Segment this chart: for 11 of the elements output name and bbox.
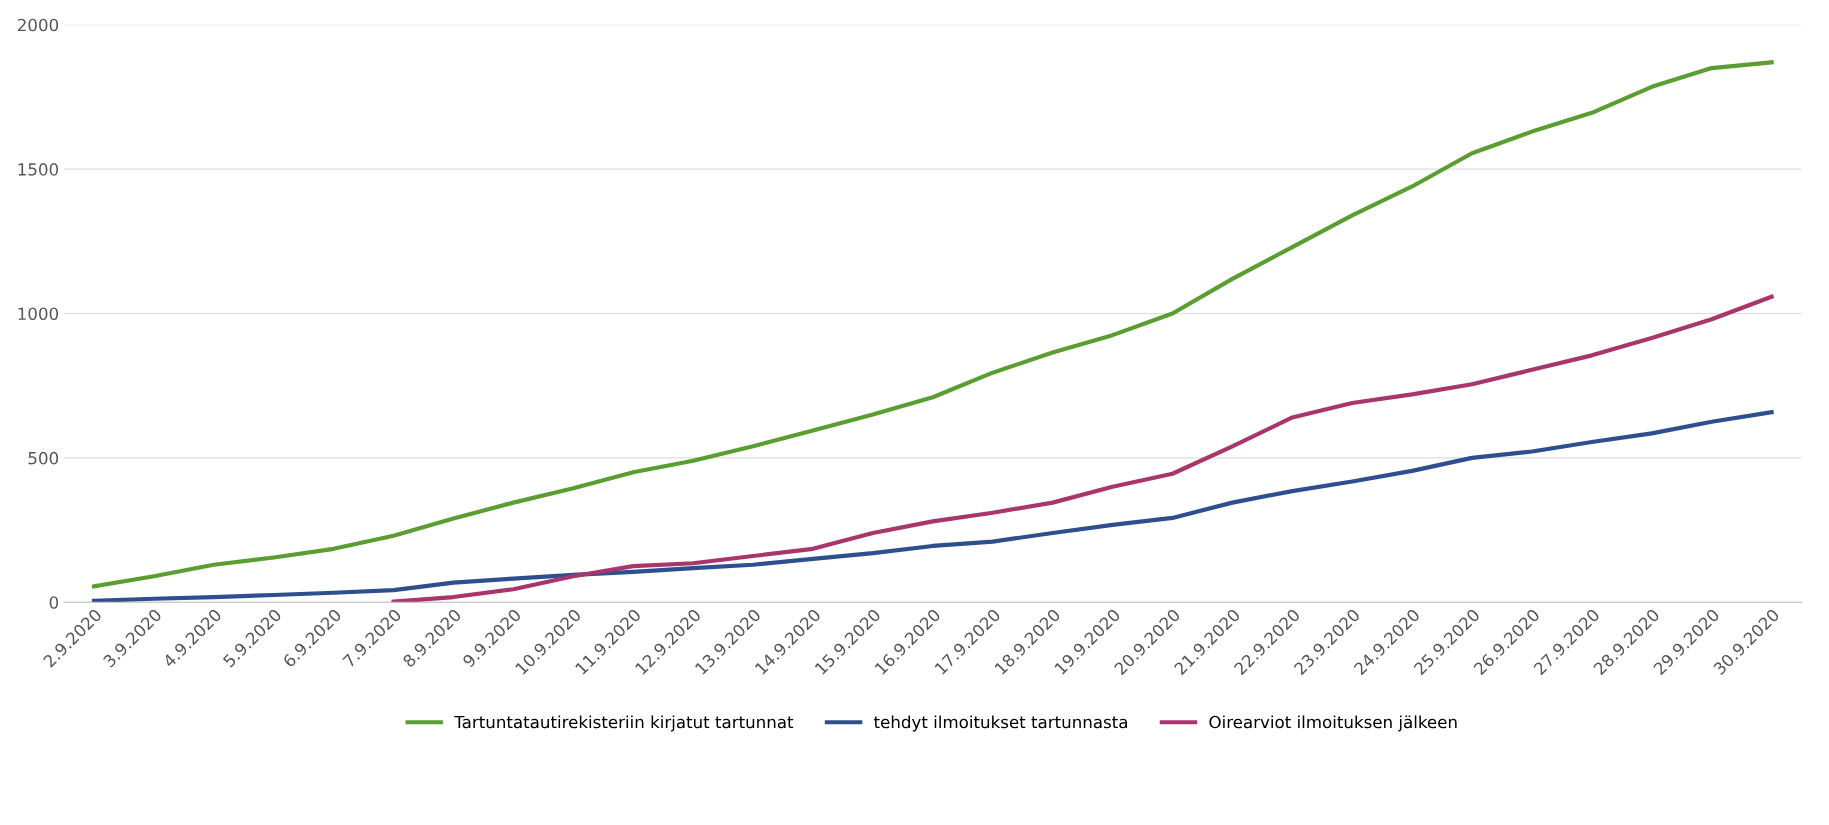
legend-label: tehdyt ilmoitukset tartunnasta — [873, 715, 1127, 732]
y-tick-label: 1000 — [18, 307, 59, 321]
legend-label: Tartuntatautirekisteriin kirjatut tartunnat — [454, 715, 794, 732]
y-tick-label: 2000 — [17, 18, 59, 32]
legend-label: Oirearviot ilmoituksen jälkeen — [1209, 715, 1457, 732]
line-series — [91, 60, 1774, 589]
line-series — [391, 294, 1774, 603]
y-tick-label: 0 — [49, 596, 59, 609]
line-series — [91, 410, 1774, 603]
y-tick-label: 1500 — [18, 163, 59, 176]
y-tick-label: 500 — [28, 451, 59, 465]
